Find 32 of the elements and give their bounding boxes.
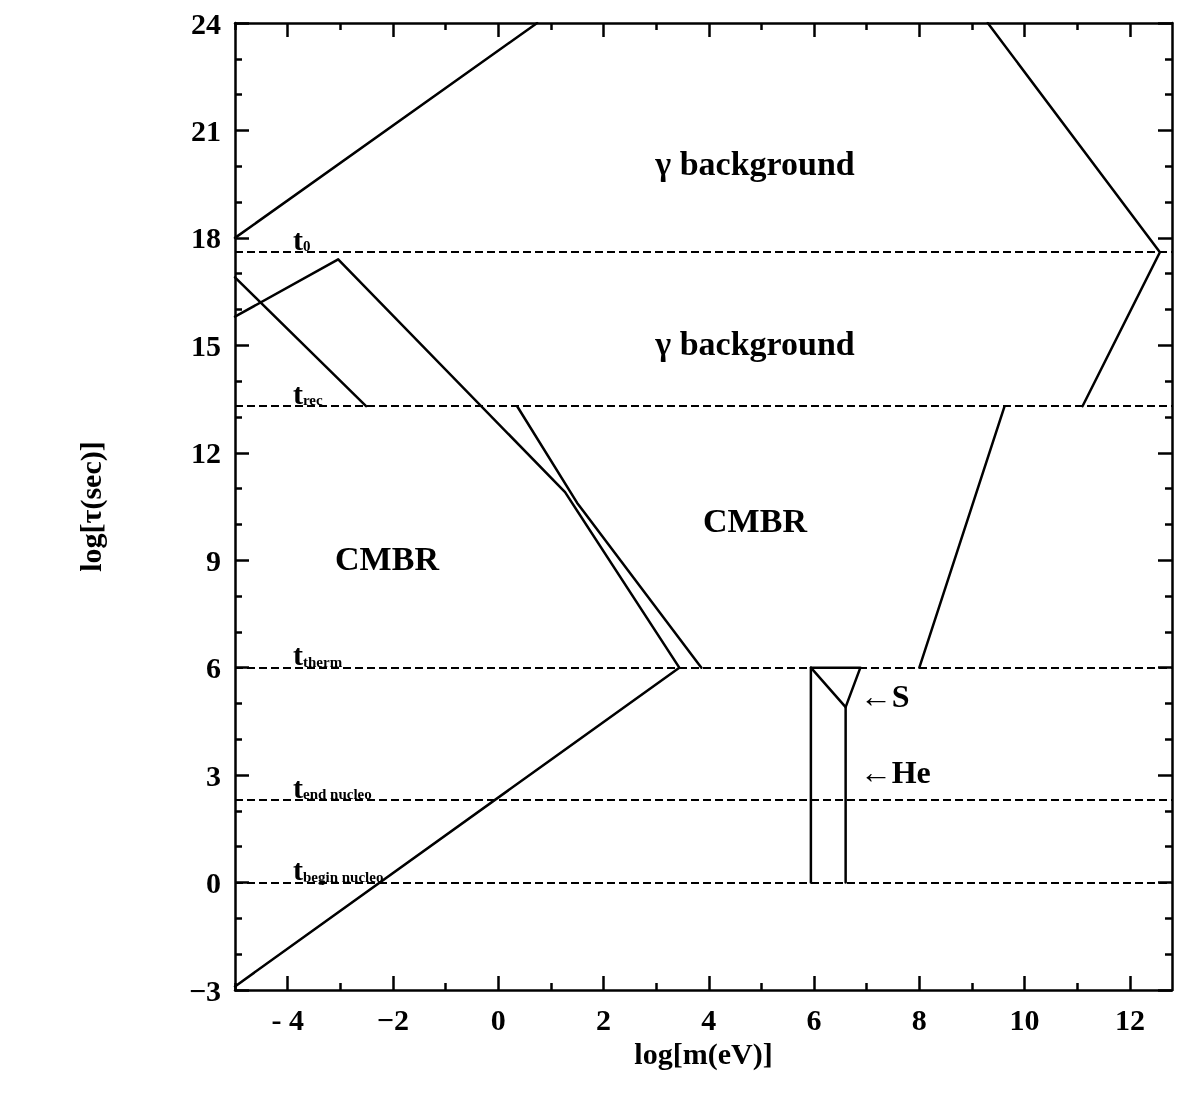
ref-line-label: trec — [293, 376, 324, 410]
x-tick-label: 12 — [1114, 1002, 1145, 1036]
ref-line-label: tend nucleo — [293, 770, 372, 804]
y-tick-label: −3 — [188, 973, 221, 1007]
ref-line-label: ttherm — [293, 638, 343, 672]
y-tick-label: 9 — [206, 543, 221, 577]
x-tick-label: 6 — [806, 1002, 822, 1036]
x-tick-label: 10 — [1009, 1002, 1040, 1036]
ref-line-label: tbegin nucleo — [293, 853, 384, 887]
y-tick-label: 18 — [191, 221, 221, 255]
annotation: ←S — [859, 678, 910, 715]
x-tick-label: 2 — [595, 1002, 611, 1036]
x-tick-label: −2 — [376, 1002, 409, 1036]
x-axis-title: log[m(eV)] — [634, 1037, 773, 1072]
y-axis-title: log[τ(sec)] — [73, 441, 108, 572]
y-tick-label: 15 — [191, 328, 221, 362]
y-tick-label: 0 — [206, 866, 221, 900]
annotation: CMBR — [335, 539, 440, 577]
annotation: ←He — [859, 753, 931, 790]
annotation: CMBR — [703, 501, 808, 539]
y-tick-label: 6 — [206, 651, 221, 685]
ref-line-label: t0 — [293, 222, 311, 256]
annotation: γ background — [654, 144, 855, 182]
y-tick-label: 21 — [191, 113, 221, 147]
y-tick-label: 3 — [206, 758, 221, 792]
y-tick-label: 24 — [191, 6, 221, 40]
x-tick-label: - 4 — [271, 1002, 304, 1036]
annotation: γ background — [654, 324, 855, 362]
x-tick-label: 4 — [701, 1002, 717, 1036]
y-tick-label: 12 — [191, 436, 221, 470]
x-tick-label: 0 — [490, 1002, 506, 1036]
x-tick-label: 8 — [911, 1002, 927, 1036]
